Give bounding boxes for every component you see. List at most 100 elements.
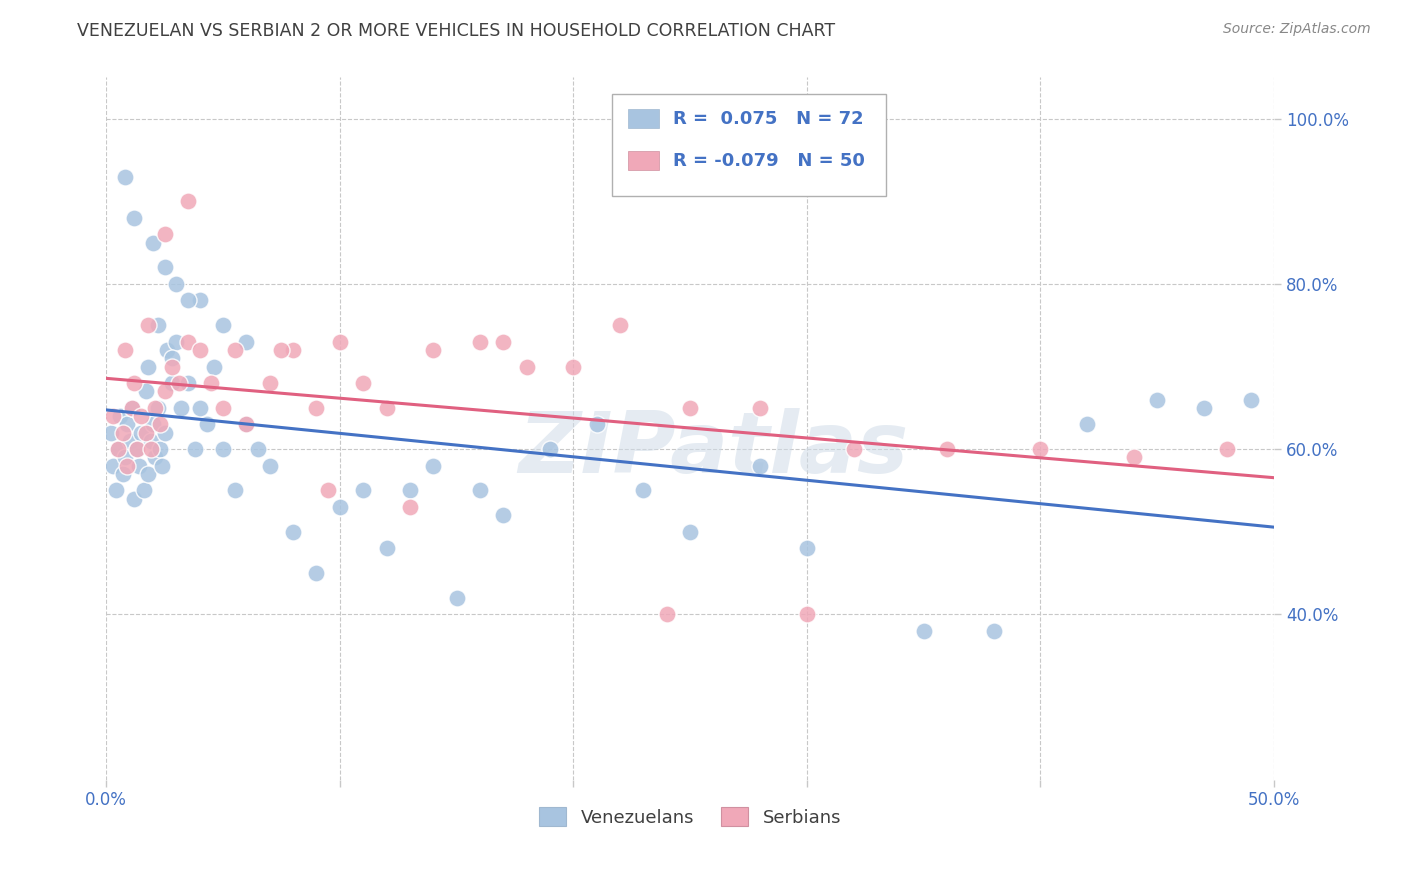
Text: R =  0.075   N = 72: R = 0.075 N = 72 xyxy=(673,110,865,128)
Point xyxy=(1122,450,1144,465)
Point xyxy=(122,376,145,390)
Point xyxy=(516,359,538,374)
Point xyxy=(492,334,515,349)
Point xyxy=(177,194,200,209)
Point xyxy=(129,425,152,440)
Point xyxy=(103,458,125,473)
Point xyxy=(153,425,176,440)
Point xyxy=(679,524,702,539)
Point xyxy=(188,293,211,308)
Point xyxy=(585,417,607,432)
Point xyxy=(132,483,155,498)
Point xyxy=(135,384,157,399)
Point xyxy=(259,458,281,473)
Point xyxy=(177,293,200,308)
Point xyxy=(110,409,132,424)
Point xyxy=(125,442,148,457)
Point xyxy=(224,343,246,357)
Point xyxy=(212,318,235,333)
Point xyxy=(912,624,935,638)
Point xyxy=(281,524,304,539)
Point xyxy=(609,318,631,333)
Point xyxy=(143,401,166,415)
Point xyxy=(129,409,152,424)
Point xyxy=(177,376,200,390)
Point xyxy=(655,607,678,622)
Point xyxy=(259,376,281,390)
Point xyxy=(117,458,139,473)
Point xyxy=(247,442,270,457)
Point xyxy=(195,417,218,432)
Point xyxy=(160,351,183,366)
Point xyxy=(104,483,127,498)
Point xyxy=(399,483,422,498)
Point xyxy=(375,401,398,415)
Text: ZIPatlas: ZIPatlas xyxy=(519,409,908,491)
Point xyxy=(633,483,655,498)
Point xyxy=(128,458,150,473)
Point xyxy=(200,376,222,390)
Point xyxy=(352,483,374,498)
Point xyxy=(149,442,172,457)
Point xyxy=(329,500,352,514)
Point xyxy=(1076,417,1098,432)
Point xyxy=(142,417,165,432)
Point xyxy=(122,211,145,225)
Point xyxy=(153,384,176,399)
Point xyxy=(153,260,176,275)
Point xyxy=(202,359,225,374)
Point xyxy=(135,425,157,440)
Point xyxy=(422,343,444,357)
Point xyxy=(1146,392,1168,407)
Point xyxy=(139,434,162,448)
Point xyxy=(156,343,179,357)
Point xyxy=(114,343,136,357)
Text: Source: ZipAtlas.com: Source: ZipAtlas.com xyxy=(1223,22,1371,37)
Point xyxy=(167,376,190,390)
Point xyxy=(165,334,187,349)
Point xyxy=(842,442,865,457)
Point xyxy=(188,401,211,415)
Point xyxy=(118,434,141,448)
Point xyxy=(114,169,136,184)
Point xyxy=(146,401,169,415)
Point xyxy=(749,401,772,415)
Point xyxy=(1240,392,1263,407)
Point xyxy=(305,401,328,415)
Point xyxy=(149,417,172,432)
Point xyxy=(121,401,143,415)
Point xyxy=(111,425,134,440)
Point xyxy=(538,442,561,457)
Point xyxy=(121,401,143,415)
Point xyxy=(305,566,328,580)
Point xyxy=(936,442,959,457)
Point xyxy=(107,442,129,457)
Point xyxy=(235,334,257,349)
Point xyxy=(446,591,468,605)
Point xyxy=(281,343,304,357)
Point xyxy=(352,376,374,390)
Point xyxy=(329,334,352,349)
Point xyxy=(468,483,491,498)
Point xyxy=(399,500,422,514)
Point xyxy=(100,425,122,440)
Point xyxy=(1216,442,1239,457)
Text: R = -0.079   N = 50: R = -0.079 N = 50 xyxy=(673,152,865,169)
Point xyxy=(146,318,169,333)
Point xyxy=(177,334,200,349)
Point xyxy=(111,467,134,481)
Point xyxy=(160,376,183,390)
Point xyxy=(117,417,139,432)
Point xyxy=(270,343,292,357)
Point xyxy=(422,458,444,473)
Point xyxy=(114,450,136,465)
Point xyxy=(796,607,818,622)
Text: VENEZUELAN VS SERBIAN 2 OR MORE VEHICLES IN HOUSEHOLD CORRELATION CHART: VENEZUELAN VS SERBIAN 2 OR MORE VEHICLES… xyxy=(77,22,835,40)
Point xyxy=(188,343,211,357)
Point xyxy=(184,442,207,457)
Point xyxy=(796,541,818,556)
Point xyxy=(170,401,193,415)
Point xyxy=(679,401,702,415)
Point xyxy=(103,409,125,424)
Point xyxy=(165,277,187,291)
